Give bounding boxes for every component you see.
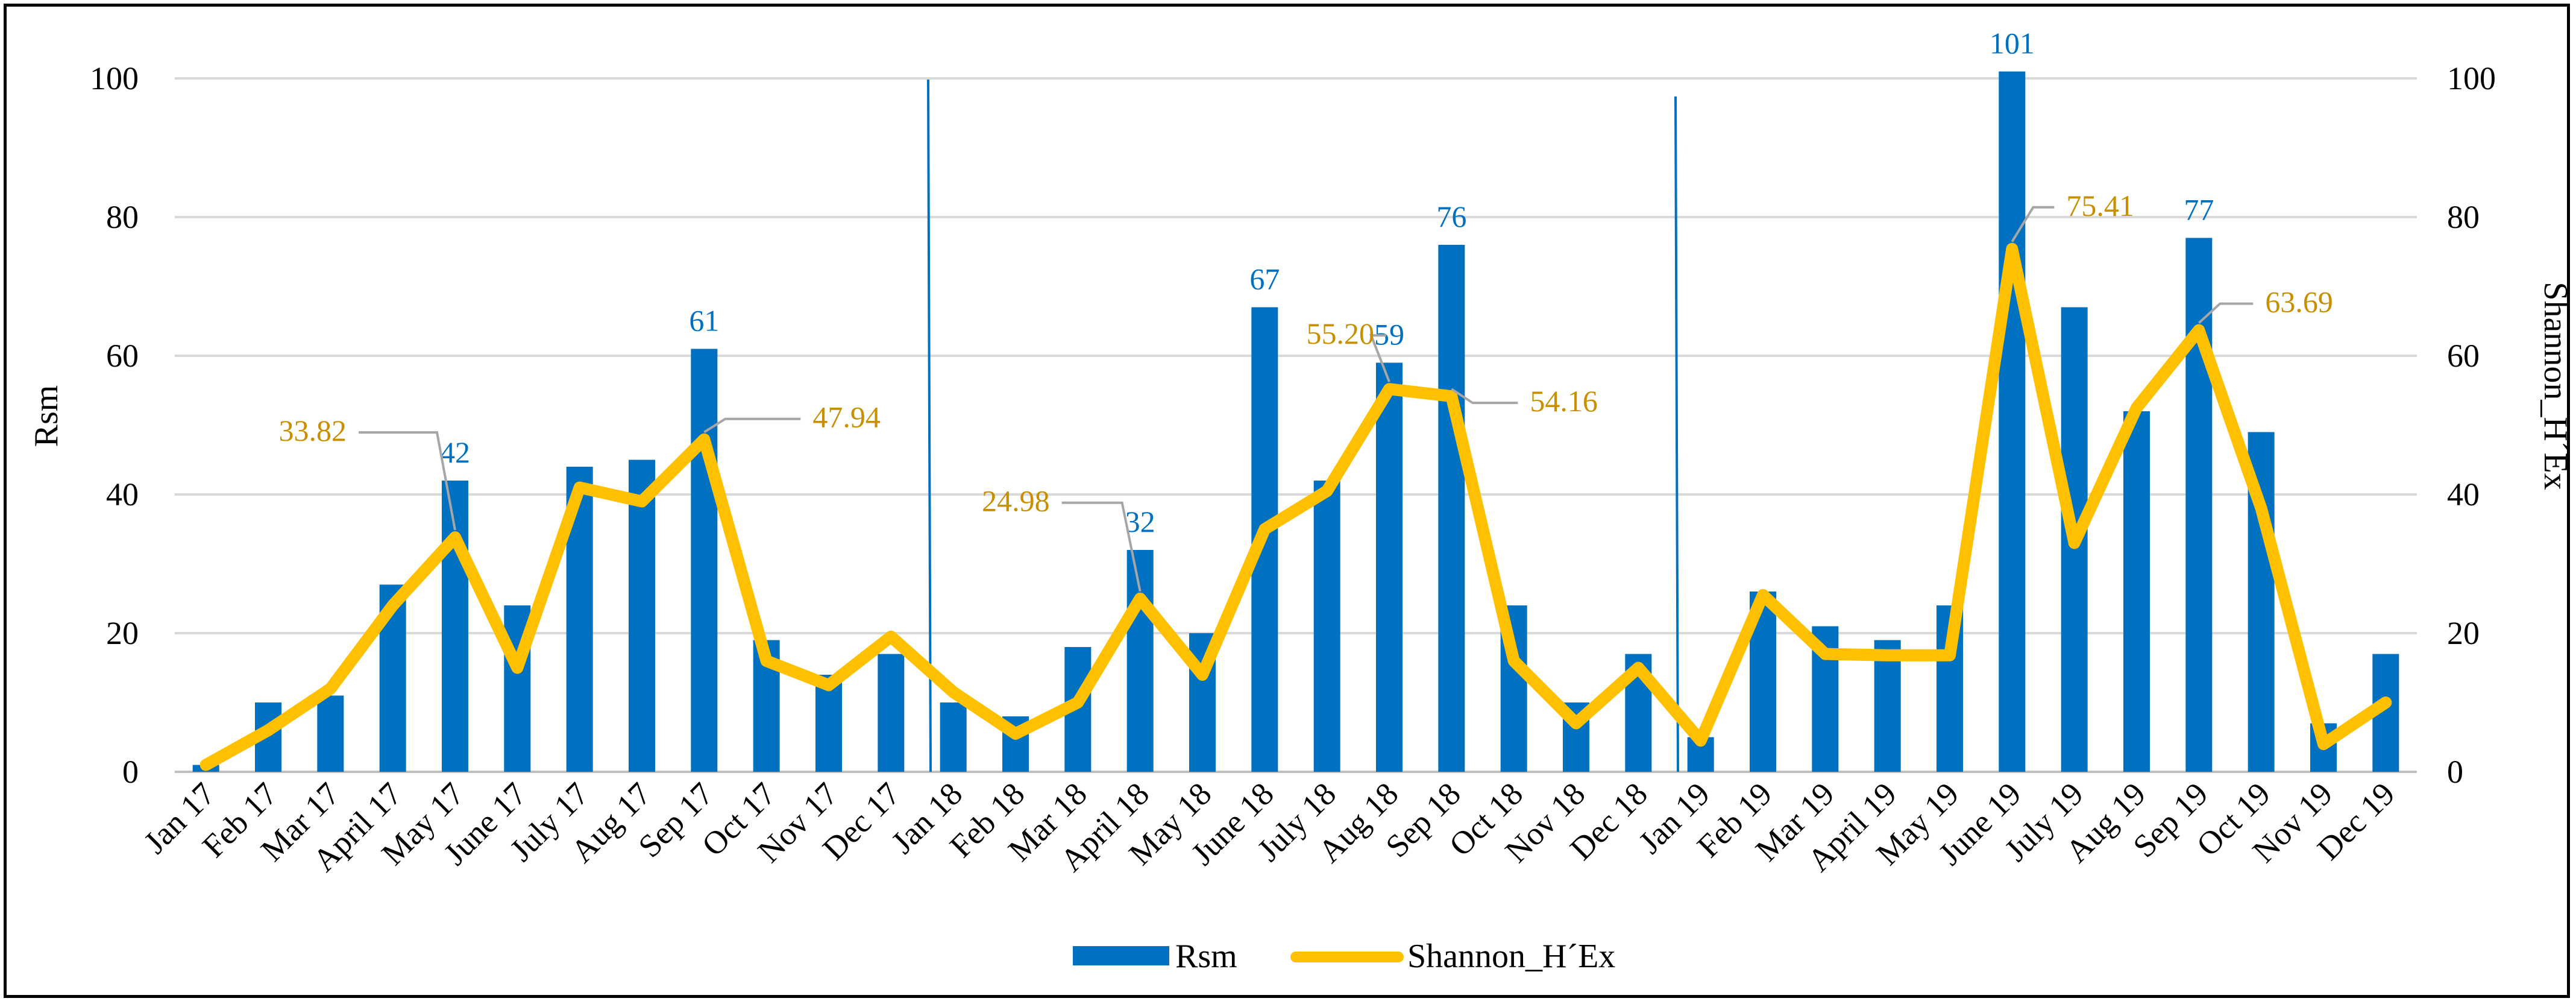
rsm-bar [2185, 238, 2213, 772]
year-divider-line [927, 79, 932, 772]
year-divider-line [1674, 96, 1679, 772]
rsm-bar [878, 654, 905, 772]
rsm-bar [317, 695, 344, 772]
rsm-bar [2123, 411, 2150, 772]
legend-shannon-label: Shannon_H´Ex [1407, 938, 1615, 975]
rsm-data-label: 32 [1125, 505, 1155, 538]
y-right-tick: 100 [2447, 60, 2496, 96]
shannon-leader-line [359, 431, 456, 531]
y-right-tick: 80 [2447, 199, 2480, 235]
legend-rsm-label: Rsm [1175, 938, 1237, 975]
y-left-tick: 20 [106, 615, 139, 651]
y-axis-right-title: Shannon_H´Ex [2537, 282, 2574, 490]
y-left-tick: 0 [122, 754, 139, 790]
shannon-data-label: 54.16 [1530, 384, 1598, 418]
rsm-data-label: 77 [2184, 193, 2214, 227]
rsm-data-label: 76 [1436, 200, 1466, 233]
shannon-leader-line [2011, 206, 2055, 242]
y-left-tick: 40 [106, 476, 139, 513]
rsm-bar [940, 702, 967, 772]
year-dividers [927, 79, 1679, 772]
y-right-tick: 20 [2447, 615, 2480, 651]
shannon-leader-line [1061, 501, 1142, 592]
rsm-bar [629, 459, 655, 772]
legend-rsm-swatch [1073, 946, 1169, 965]
y-right-tick: 40 [2447, 476, 2480, 513]
y-right-tick: 0 [2447, 754, 2463, 790]
shannon-data-label: 24.98 [982, 484, 1050, 518]
rsm-bar [1376, 362, 1403, 772]
shannon-data-label: 47.94 [812, 400, 881, 434]
y-axis-left-title: Rsm [28, 385, 65, 447]
grid [175, 77, 2417, 773]
shannon-leader-line [1369, 334, 1390, 382]
shannon-leader-line [1451, 388, 1518, 405]
rsm-bar [1999, 71, 2026, 772]
shannon-data-label: 33.82 [279, 414, 347, 447]
shannon-leader-line [2197, 302, 2254, 324]
rsm-data-label: 67 [1249, 262, 1280, 296]
rsm-data-label: 42 [440, 435, 470, 469]
rsm-data-label: 61 [689, 304, 719, 338]
shannon-data-label: 55.20 [1307, 317, 1375, 350]
y-left-tick: 60 [106, 338, 139, 374]
legend: Rsm Shannon_H´Ex [1073, 938, 1615, 975]
rsm-bar [1438, 245, 1465, 772]
rsm-bar [1126, 550, 1154, 772]
rsm-bar [691, 349, 718, 772]
shannon-data-label: 63.69 [2265, 285, 2333, 319]
shannon-data-label: 75.41 [2066, 189, 2134, 223]
shannon-line-layer [199, 242, 2392, 771]
shannon-line [199, 242, 2392, 771]
y-right-tick: 60 [2447, 338, 2480, 374]
y-left-tick: 80 [106, 199, 139, 235]
rsm-data-label: 101 [1990, 27, 2035, 60]
rsm-bar [1313, 481, 1340, 772]
y-left-tick: 100 [90, 60, 139, 96]
shannon-leader-line [703, 417, 801, 434]
rsm-bar [1874, 640, 1901, 772]
